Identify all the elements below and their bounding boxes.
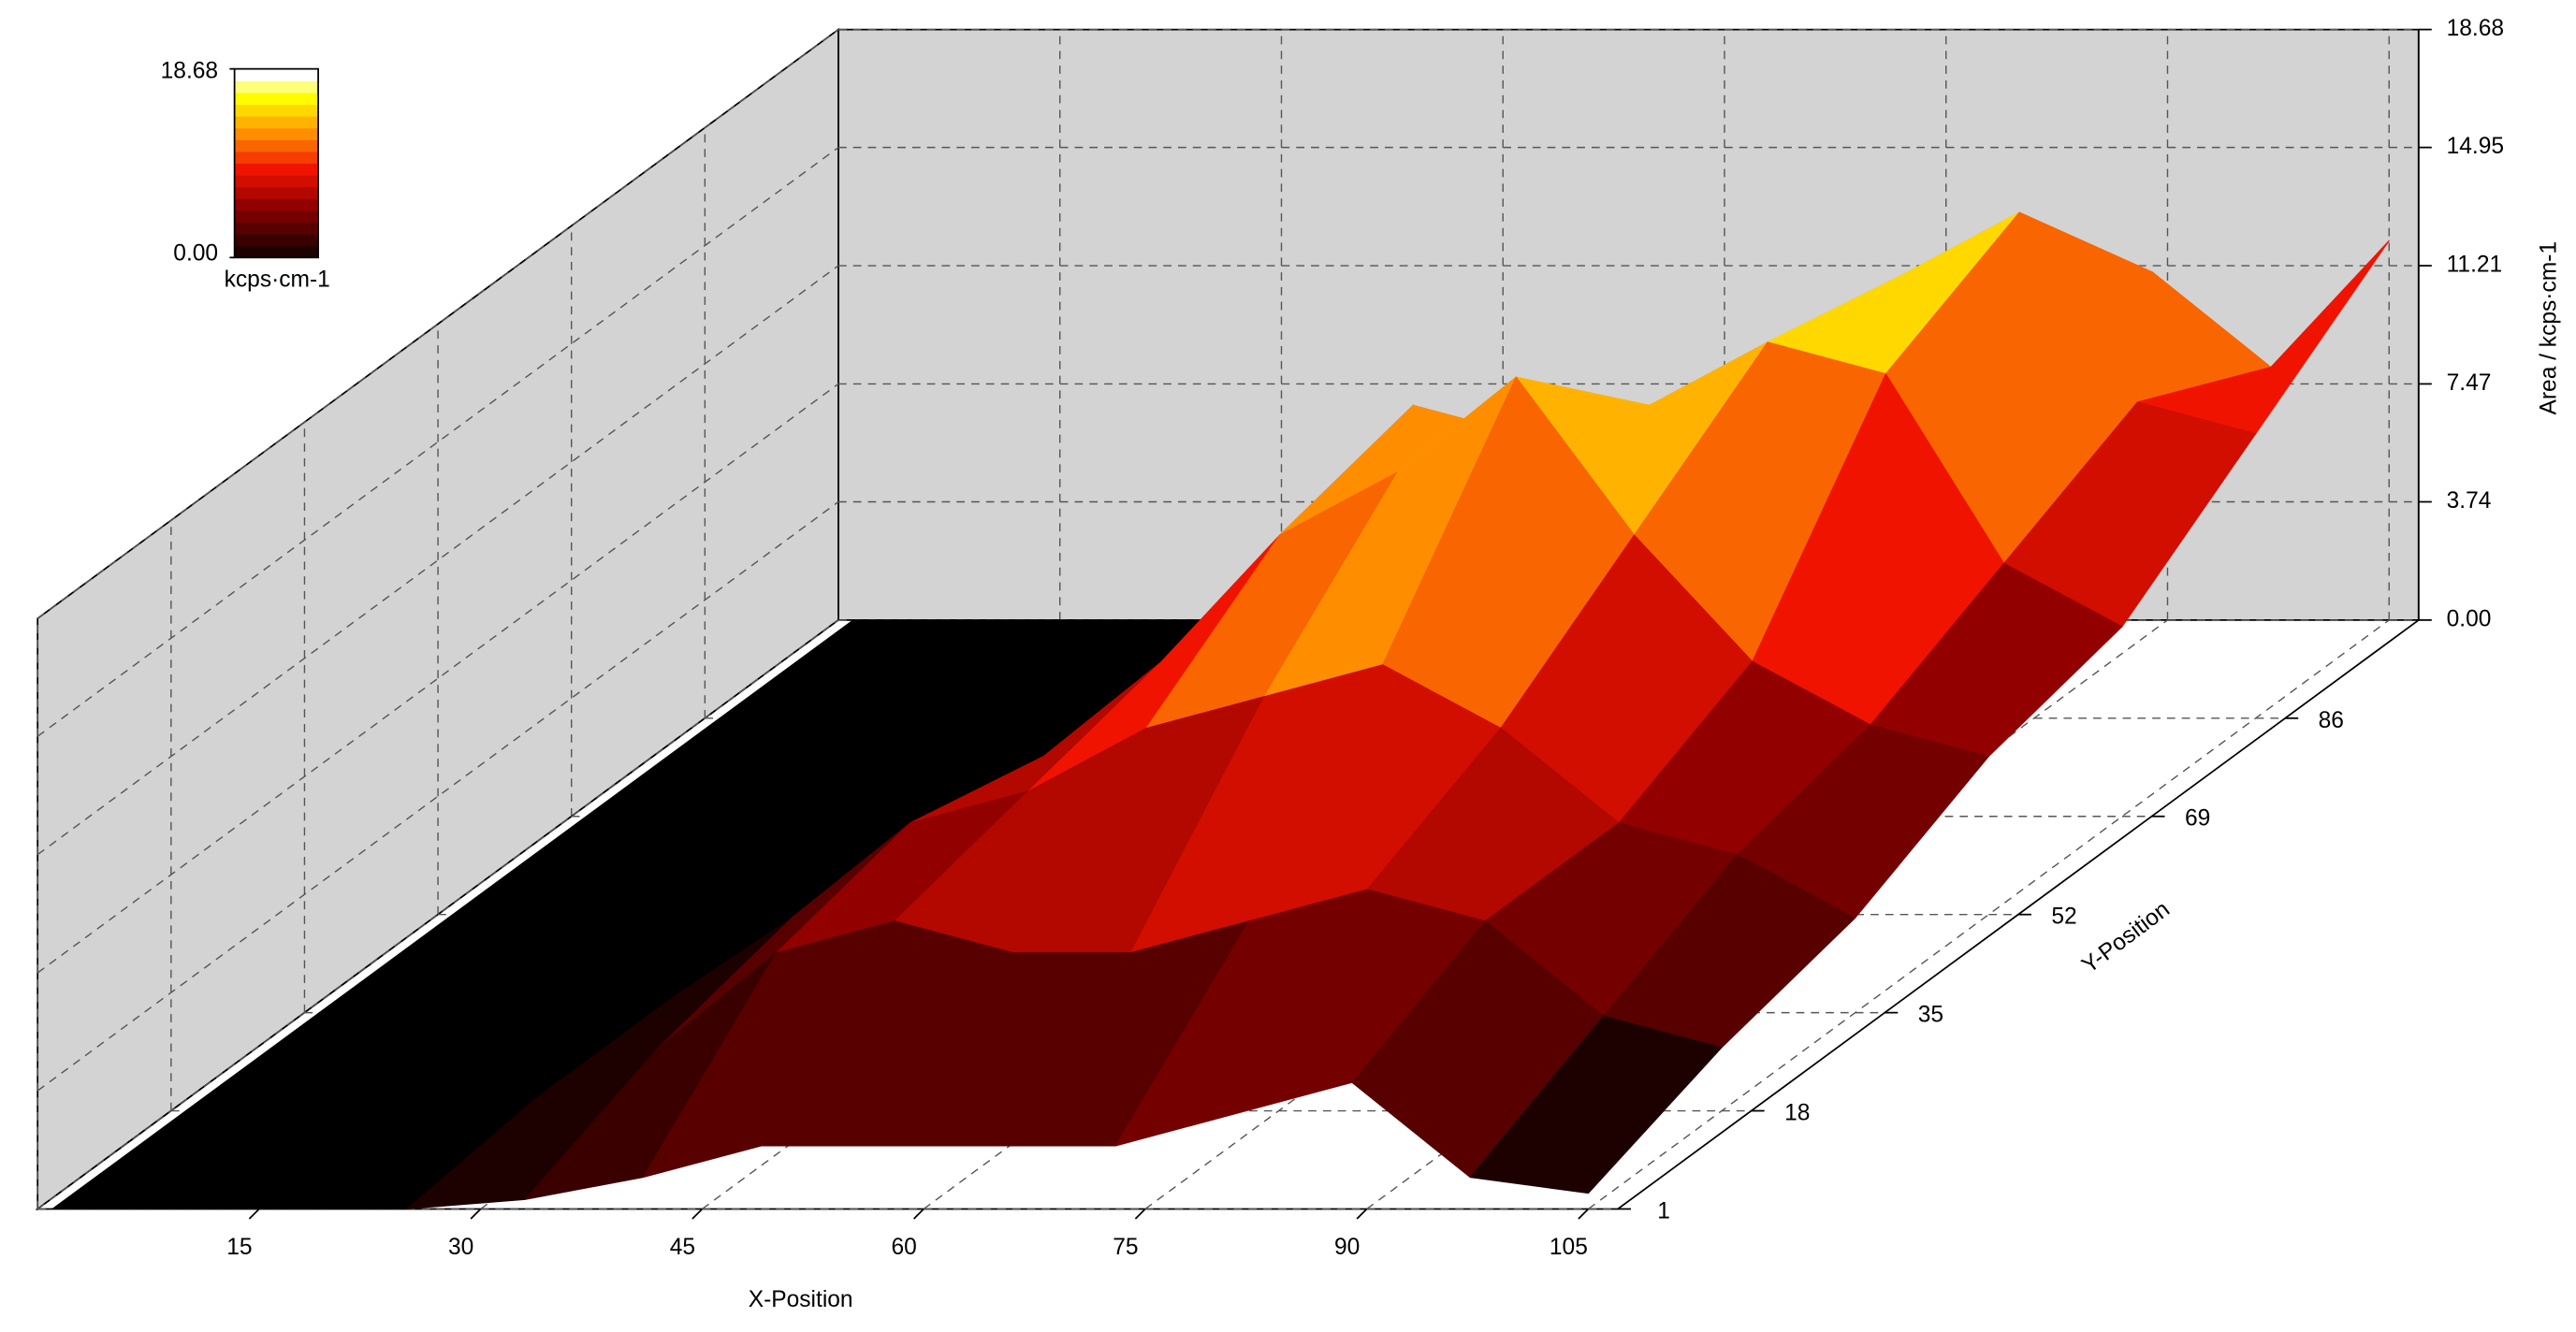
x-tick-label: 30 [448, 1235, 473, 1260]
z-tick-label: 7.47 [2447, 370, 2492, 396]
z-tick-label: 14.95 [2447, 134, 2504, 159]
colorbar-band [234, 80, 319, 94]
colorbar-band [234, 104, 319, 117]
x-tick-label: 75 [1113, 1235, 1138, 1260]
x-tick-label: 45 [670, 1235, 695, 1260]
grid-line [36, 383, 839, 974]
colorbar-max-label: 18.68 [161, 59, 218, 84]
colorbar-band [234, 151, 319, 165]
colorbar-band [234, 186, 319, 199]
y-tick-label: 86 [2319, 708, 2344, 733]
x-tick-label: 105 [1550, 1235, 1588, 1260]
tick-mark [913, 1208, 924, 1220]
colorbar-min-label: 0.00 [173, 240, 218, 266]
y-tick-label: 18 [1784, 1101, 1810, 1126]
colorbar-band [234, 222, 319, 235]
y-tick-label: 52 [2051, 905, 2076, 930]
z-tick-label: 11.21 [2447, 253, 2503, 278]
y-tick-label: 35 [1918, 1003, 1943, 1028]
colorbar-band [234, 234, 319, 247]
x-tick-label: 15 [226, 1235, 252, 1260]
tick-mark [1578, 1208, 1590, 1220]
x-tick-label: 60 [891, 1235, 916, 1260]
x-tick-label: 90 [1334, 1235, 1360, 1260]
tick-mark [691, 1208, 704, 1220]
colorbar-frame [233, 67, 319, 259]
colorbar-band [234, 92, 319, 105]
tick-mark [1134, 1208, 1146, 1220]
y-axis-title: Y-Position [2077, 897, 2175, 979]
grid-line [36, 29, 839, 619]
grid-line [36, 147, 839, 737]
z-axis-title: Area / kcps·cm-1 [2537, 241, 2562, 415]
colorbar-band [234, 127, 319, 140]
y-tick-label: 1 [1657, 1198, 1670, 1223]
tick-mark [248, 1208, 260, 1220]
grid-line [36, 500, 839, 1092]
tick-mark [470, 1208, 482, 1220]
colorbar-band [234, 68, 319, 81]
colorbar-band [234, 116, 319, 129]
colorbar-band [234, 175, 319, 188]
x-axis-title: X-Position [749, 1287, 853, 1312]
colorbar-band [234, 210, 319, 224]
grid-line [36, 619, 839, 1210]
tick-mark [1356, 1208, 1368, 1220]
z-tick-label: 18.68 [2447, 16, 2504, 41]
colorbar-unit: kcps·cm-1 [225, 267, 330, 292]
y-tick-label: 69 [2185, 806, 2210, 832]
colorbar-band [234, 139, 319, 152]
z-tick-label: 0.00 [2447, 606, 2492, 631]
colorbar-band [234, 198, 319, 211]
surface-patch [1469, 1015, 1723, 1194]
colorbar-band [234, 245, 319, 258]
colorbar-band [234, 163, 319, 176]
z-tick-label: 3.74 [2447, 488, 2492, 514]
grid-line [36, 265, 839, 856]
